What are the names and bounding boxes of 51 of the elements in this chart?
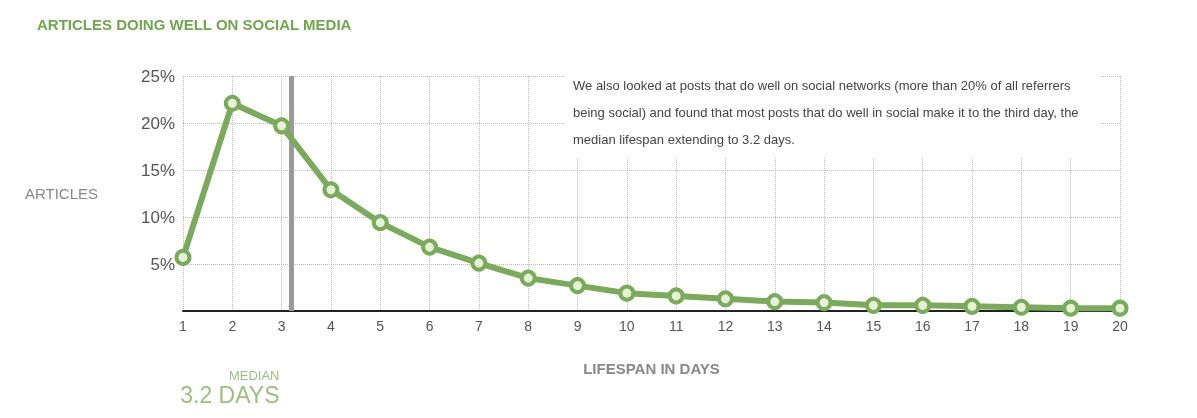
x-tick-label: 4 — [327, 318, 336, 334]
ref-line-label: MEDIAN — [228, 368, 280, 383]
x-tick-label: 15 — [865, 318, 882, 334]
x-tick-label: 5 — [376, 318, 385, 334]
y-tick-label: 10% — [140, 207, 175, 227]
point — [864, 296, 882, 314]
point — [470, 254, 488, 272]
point — [618, 284, 636, 302]
x-tick-label: 6 — [425, 318, 434, 334]
point — [421, 238, 439, 256]
point — [223, 94, 241, 112]
x-tick-label: 16 — [914, 318, 931, 334]
y-tick-label: 15% — [140, 160, 175, 180]
x-tick-label: 9 — [573, 318, 582, 334]
point — [667, 287, 685, 305]
point — [371, 214, 389, 232]
chart-title: ARTICLES DOING WELL ON SOCIAL MEDIA — [37, 16, 352, 33]
y-tick-label: 20% — [140, 113, 175, 133]
x-tick-label: 14 — [816, 318, 833, 334]
point — [322, 181, 340, 199]
point — [815, 294, 833, 312]
point — [914, 296, 932, 314]
x-tick-label: 20 — [1112, 318, 1128, 334]
y-axis-title: ARTICLES — [24, 185, 98, 202]
text: 3.2 DAYS — [180, 381, 280, 408]
point — [716, 290, 734, 308]
x-tick-label: 1 — [179, 318, 188, 334]
x-tick-label: 3 — [277, 318, 286, 334]
x-tick-label: 13 — [767, 318, 783, 334]
x-tick-label: 8 — [524, 318, 533, 334]
x-tick-label: 10 — [619, 318, 635, 334]
x-tick-label: 17 — [964, 318, 981, 334]
annotation: We also looked at posts that do well on social networks (more than 20% of all referrers being social) and found that most posts that do well in social make it to the third day, the median lifespan extending to 3.2 days. — [573, 78, 1083, 147]
x-tick-label: 2 — [228, 318, 237, 334]
point — [963, 297, 981, 315]
point — [519, 269, 537, 287]
y-tick-label: 25% — [140, 66, 175, 86]
point — [1111, 299, 1129, 317]
y-tick-label: 5% — [150, 254, 175, 274]
point — [766, 293, 784, 311]
x-tick-label: 19 — [1062, 318, 1079, 334]
x-tick-label: 12 — [717, 318, 734, 334]
point — [273, 117, 291, 135]
x-axis-title: LIFESPAN IN DAYS — [583, 360, 720, 377]
x-tick-label: 7 — [475, 318, 483, 334]
x-tick-label: 18 — [1013, 318, 1030, 334]
x-tick-label: 11 — [668, 318, 684, 334]
point — [174, 248, 192, 266]
point — [1062, 299, 1080, 317]
point — [1012, 298, 1030, 316]
point — [569, 277, 587, 295]
